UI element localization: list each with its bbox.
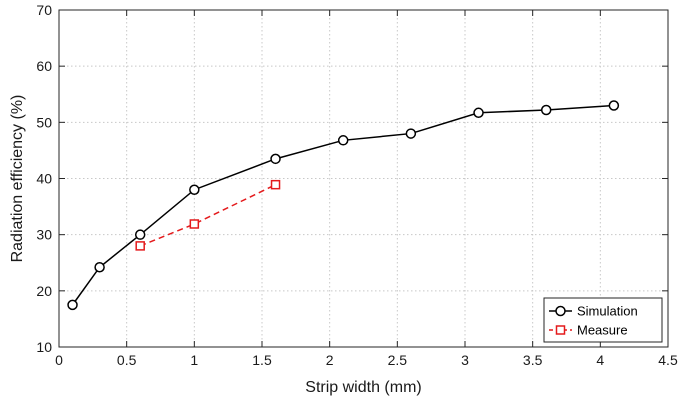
x-tick-label: 0.5 <box>117 352 137 368</box>
data-point <box>540 104 552 116</box>
data-point <box>189 219 200 229</box>
data-point <box>270 179 281 190</box>
axis-ticks: 0 0.5 1 1.5 2 2.5 3 3.5 4 4.5 10 20 30 40 50 60 70 <box>36 2 678 368</box>
y-tick-label: 70 <box>36 2 52 18</box>
y-axis-label: Radiation efficiency (%) <box>9 95 26 263</box>
data-point <box>270 153 281 165</box>
legend-entries: Simulation Measure <box>549 304 638 338</box>
data-point <box>189 184 200 195</box>
x-axis-label: Strip width (mm) <box>305 379 421 396</box>
legend: Simulation Measure <box>543 297 663 343</box>
x-tick-label: 1.5 <box>252 352 272 368</box>
data-point <box>134 229 146 240</box>
series-simulation <box>67 100 620 311</box>
series-layer <box>67 100 620 311</box>
x-tick-label: 3 <box>461 352 469 368</box>
y-tick-label: 60 <box>36 58 52 74</box>
legend-marker <box>555 305 566 317</box>
data-point <box>94 261 105 273</box>
legend-label: Measure <box>577 323 628 338</box>
series-measure <box>135 179 281 251</box>
x-tick-label: 3.5 <box>523 352 543 368</box>
y-tick-label: 40 <box>36 171 52 187</box>
legend-marker <box>555 325 566 335</box>
y-tick-label: 20 <box>36 283 52 299</box>
series-line <box>71 104 614 306</box>
x-tick-label: 2 <box>326 352 334 368</box>
data-point <box>473 107 484 119</box>
x-tick-label: 0 <box>55 352 63 368</box>
x-tick-label: 4 <box>596 352 604 368</box>
x-tick-label: 4.5 <box>658 352 678 368</box>
legend-label: Simulation <box>577 304 638 319</box>
data-point <box>67 299 78 311</box>
y-tick-label: 30 <box>36 227 52 243</box>
series-line <box>139 184 276 247</box>
data-point <box>608 100 620 111</box>
x-tick-label: 1 <box>190 352 198 368</box>
grid <box>59 10 668 347</box>
x-tick-label: 2.5 <box>388 352 408 368</box>
data-point <box>337 135 349 146</box>
y-tick-label: 50 <box>36 114 52 130</box>
data-point <box>135 241 145 251</box>
y-tick-label: 10 <box>36 339 52 355</box>
data-point <box>405 128 417 139</box>
